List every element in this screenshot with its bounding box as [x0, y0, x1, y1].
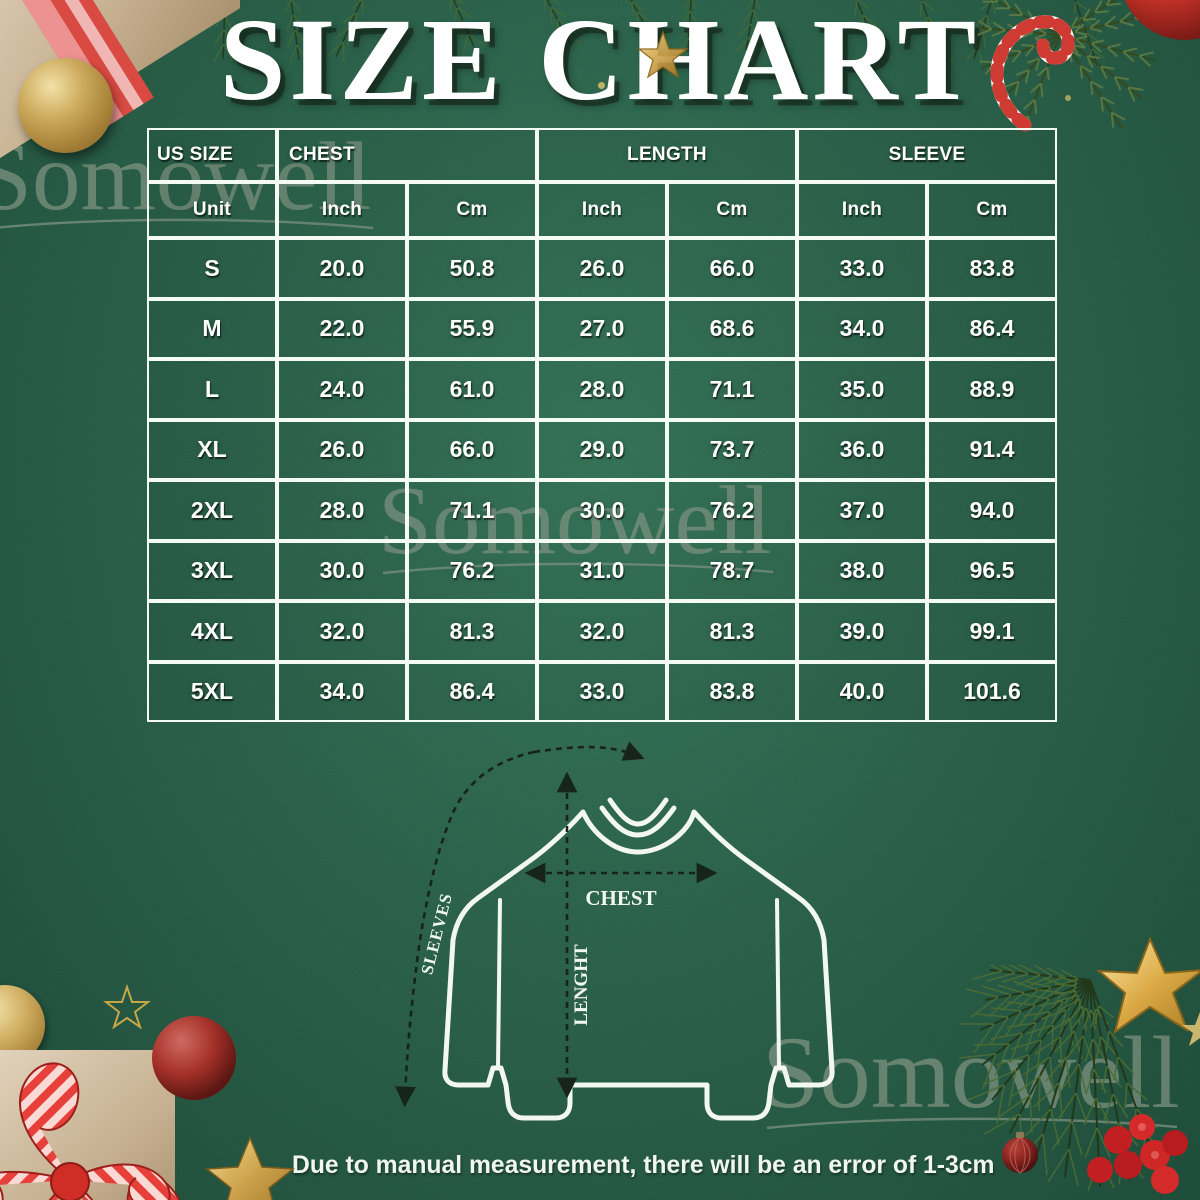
svg-text:CHEST: CHEST: [585, 886, 656, 910]
svg-text:LENGHT: LENGHT: [571, 944, 592, 1026]
